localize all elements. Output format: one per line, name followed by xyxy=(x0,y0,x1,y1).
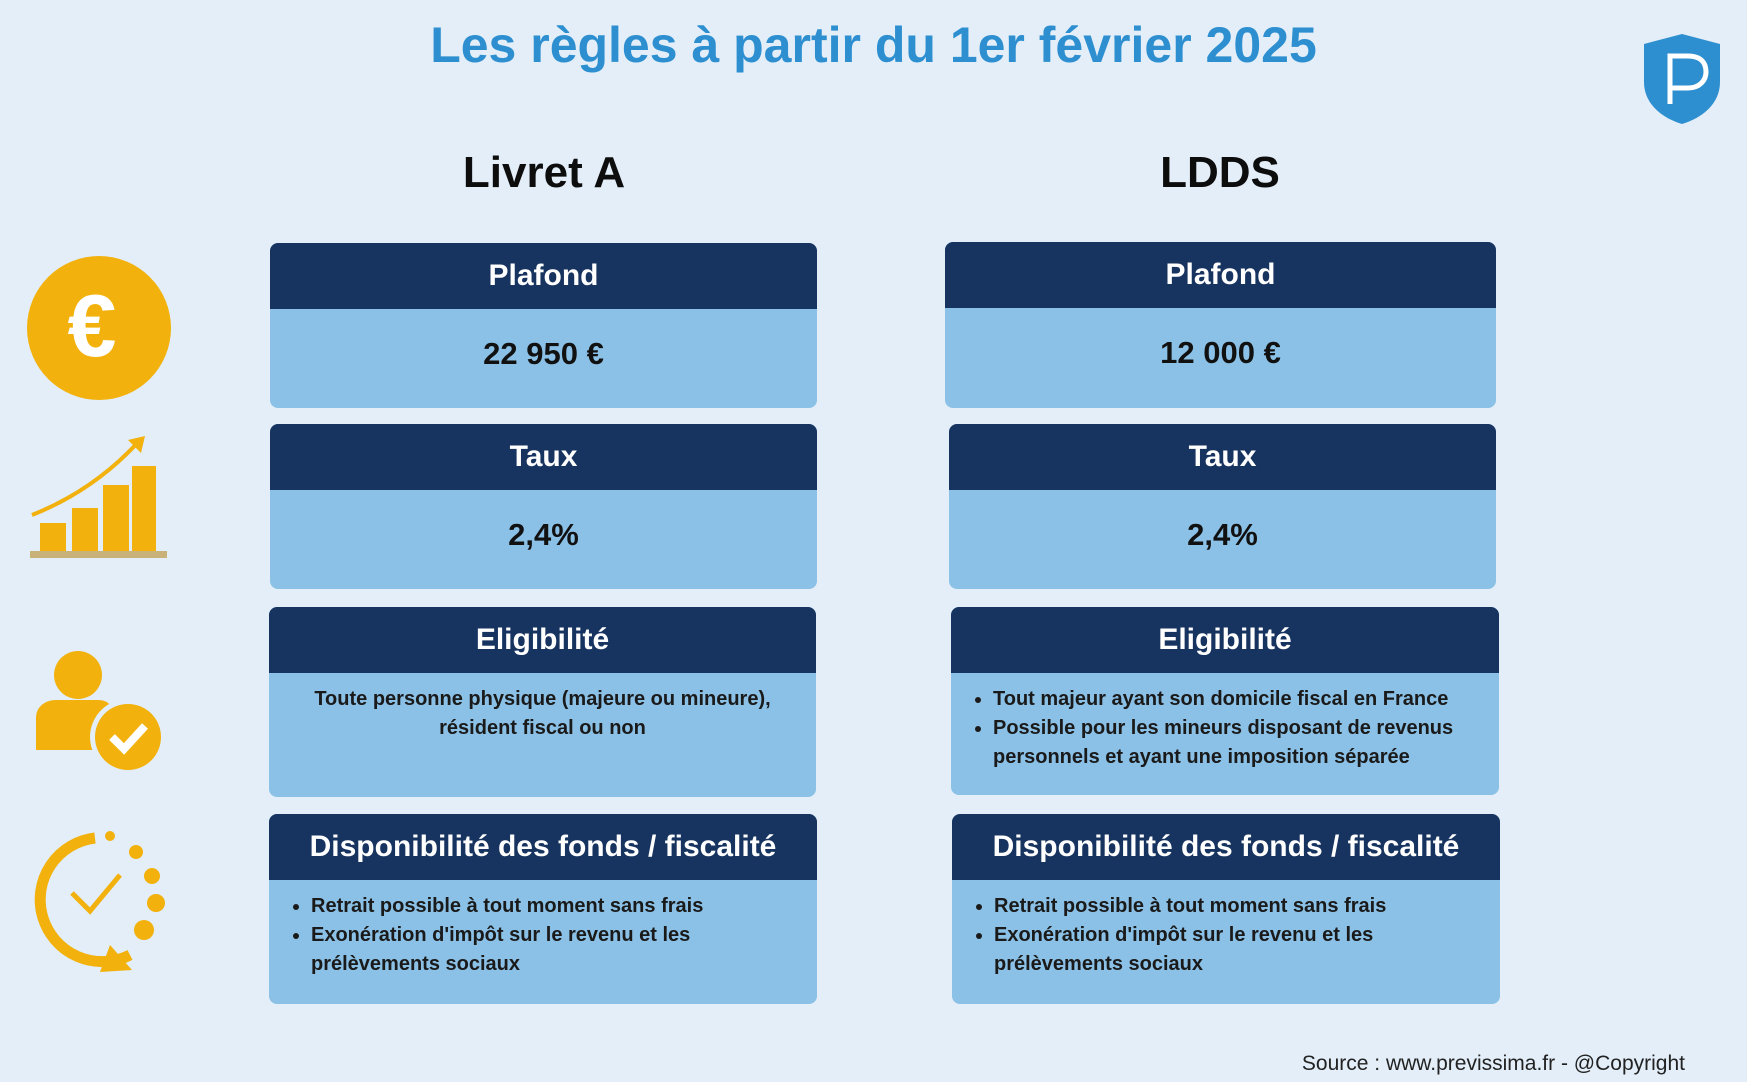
card-value: 2,4% xyxy=(1187,517,1258,552)
list-item: Exonération d'impôt sur le revenu et les… xyxy=(994,921,1480,979)
card-header: Taux xyxy=(270,424,817,490)
source: Source : www.previssima.fr - @Copyright xyxy=(1301,1052,1685,1075)
user-check-icon xyxy=(36,651,166,775)
card: Taux 2,4% xyxy=(949,424,1496,589)
card-text: Toute personne physique (majeure ou mine… xyxy=(314,688,771,739)
card-header: Disponibilité des fonds / fiscalité xyxy=(952,814,1500,880)
card-list: Retrait possible à tout moment sans frai… xyxy=(269,880,817,979)
column-heading: Livret A xyxy=(462,148,626,197)
card-value: 12 000 € xyxy=(1160,335,1281,370)
card-value: 2,4% xyxy=(508,517,579,552)
card: Eligibilité Toute personne physique (maj… xyxy=(269,607,816,797)
card-header: Disponibilité des fonds / fiscalité xyxy=(269,814,817,880)
card-value: 22 950 € xyxy=(483,336,604,371)
list-item: Exonération d'impôt sur le revenu et les… xyxy=(311,921,797,979)
card-header: Eligibilité xyxy=(269,607,816,673)
card: Disponibilité des fonds / fiscalité Retr… xyxy=(952,814,1500,1004)
card: Eligibilité Tout majeur ayant son domici… xyxy=(951,607,1499,795)
list-item: Retrait possible à tout moment sans frai… xyxy=(994,892,1480,921)
card: Plafond 22 950 € xyxy=(270,243,817,408)
card-list: Retrait possible à tout moment sans frai… xyxy=(952,880,1500,979)
card-header: Eligibilité xyxy=(951,607,1499,673)
time-icon xyxy=(34,831,165,972)
card: Taux 2,4% xyxy=(270,424,817,589)
list-item: Retrait possible à tout moment sans frai… xyxy=(311,892,797,921)
list-item: Possible pour les mineurs disposant de r… xyxy=(993,714,1479,772)
card: Plafond 12 000 € xyxy=(945,242,1496,408)
euro-icon: € xyxy=(27,256,171,400)
card-header: Plafond xyxy=(270,243,817,309)
icons: € xyxy=(27,256,171,972)
title: Les règles à partir du 1er février 2025 xyxy=(430,17,1317,73)
list-item: Tout majeur ayant son domicile fiscal en… xyxy=(993,685,1479,714)
card-list: Tout majeur ayant son domicile fiscal en… xyxy=(951,673,1499,772)
column-heading: LDDS xyxy=(1160,148,1280,197)
card-header: Taux xyxy=(949,424,1496,490)
logo xyxy=(1644,34,1720,124)
svg-text:€: € xyxy=(68,276,117,375)
growth-icon xyxy=(30,436,167,558)
card-header: Plafond xyxy=(945,242,1496,308)
card: Disponibilité des fonds / fiscalité Retr… xyxy=(269,814,817,1004)
